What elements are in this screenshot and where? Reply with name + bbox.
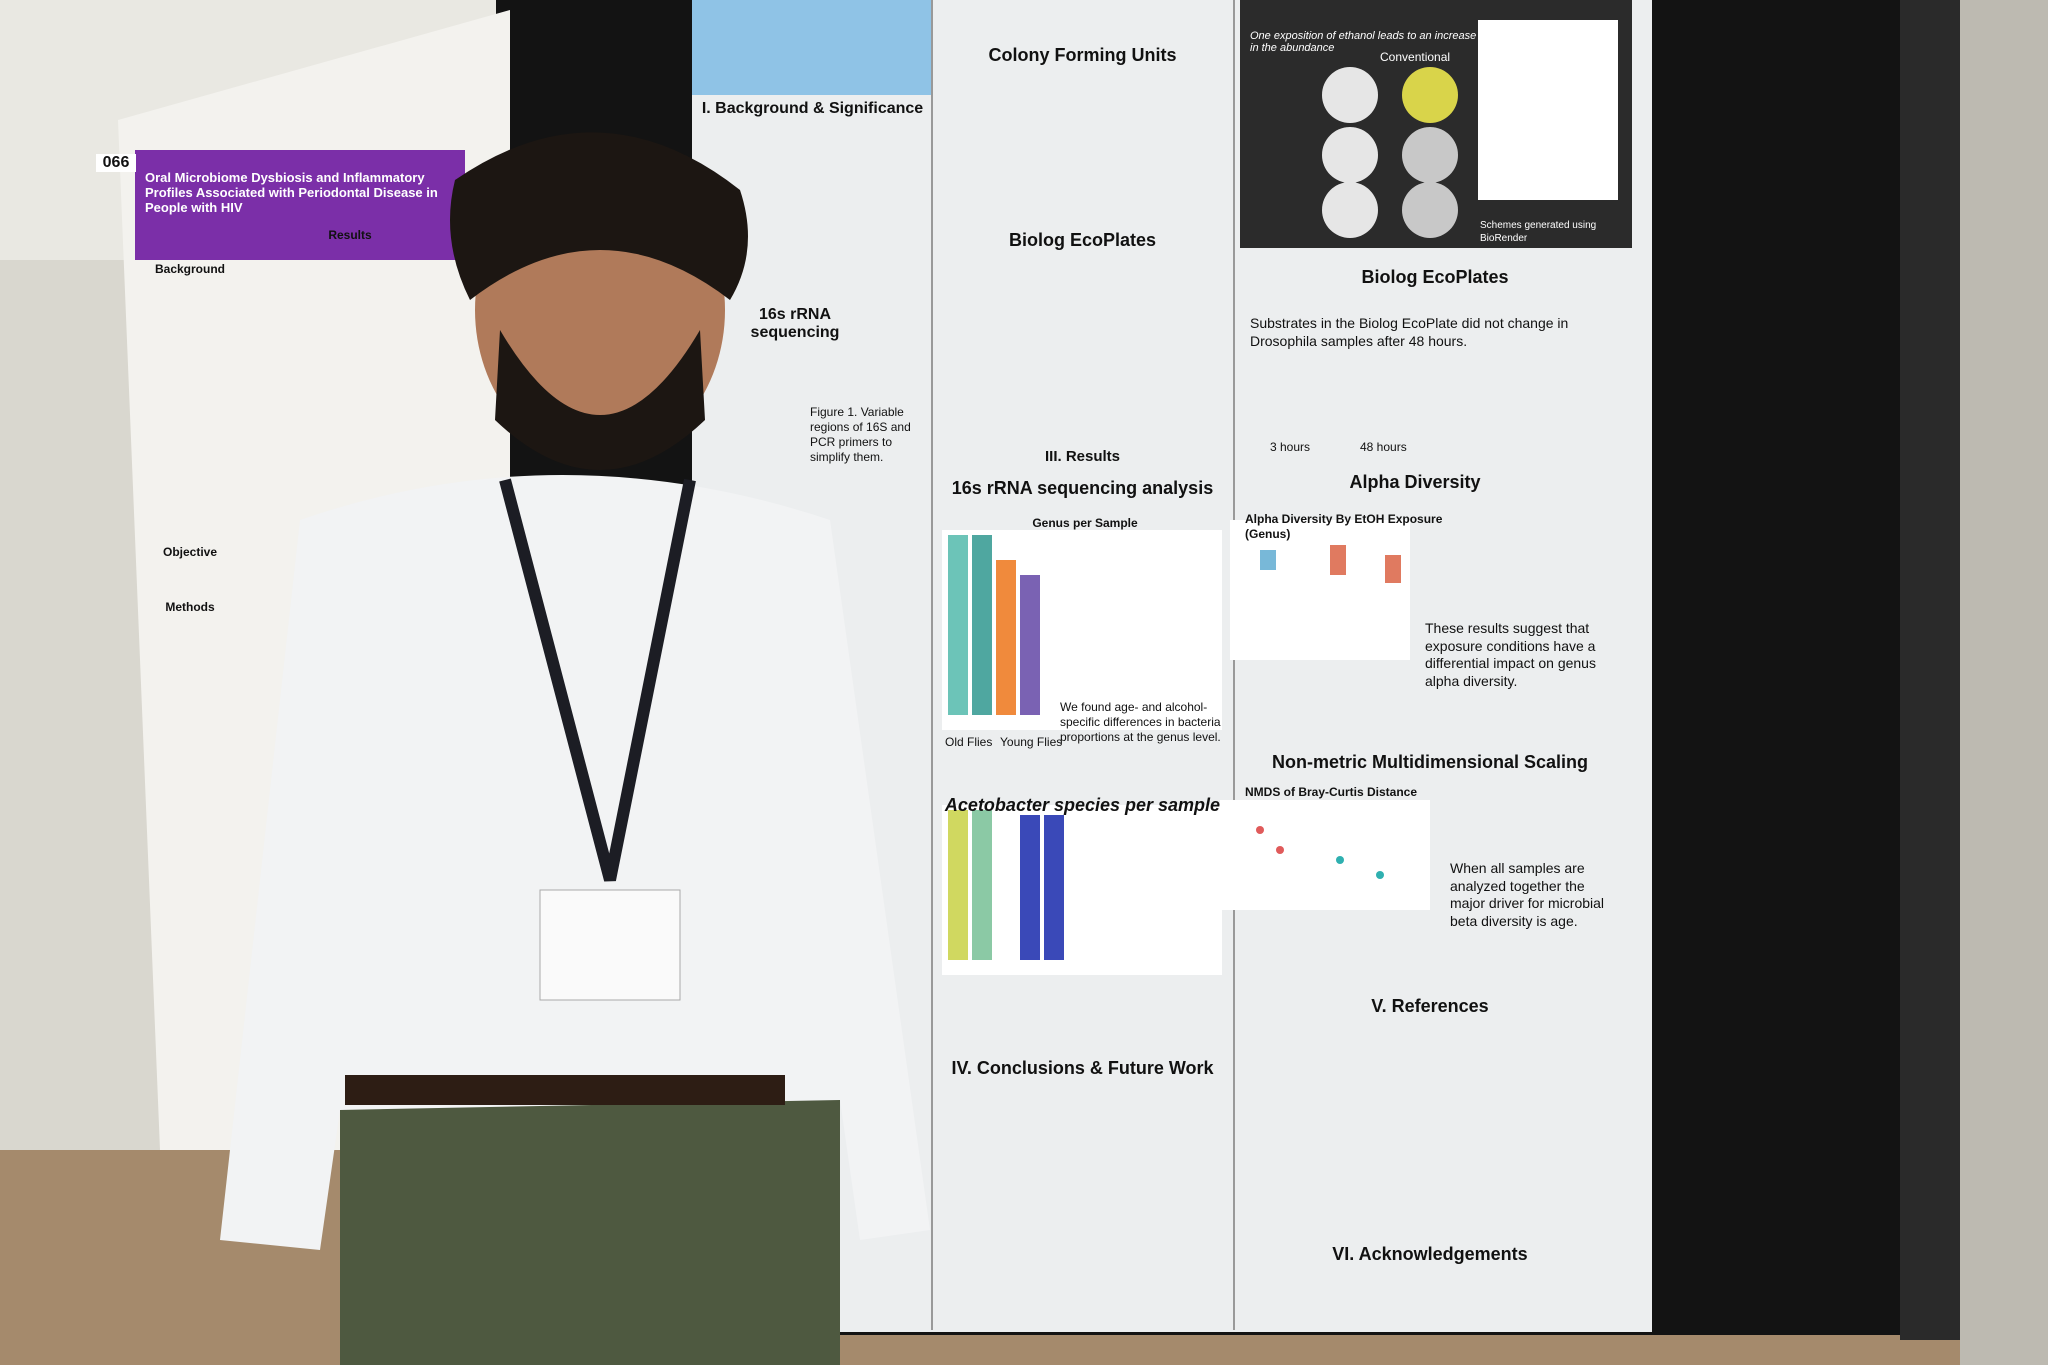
caption: Schemes generated using BioRender (1480, 220, 1597, 244)
section-header: Non-metric Multidimensional Scaling (1271, 752, 1589, 772)
bullet: When all samples are analyzed together t… (1450, 860, 1605, 929)
section-header: VI. Acknowledgements (1332, 1244, 1528, 1264)
section-header: Colony Forming Units (988, 45, 1177, 65)
poster-number: 066 (96, 154, 136, 172)
section-header: Biolog EcoPlates (1008, 230, 1157, 250)
left-section: Methods (165, 600, 215, 614)
label: 48 hours (1360, 440, 1407, 454)
plot-title: Genus per Sample (1032, 516, 1138, 530)
bullet: We found age- and alcohol-specific diffe… (1060, 700, 1221, 744)
plot-title: NMDS of Bray-Curtis Distance (1245, 785, 1418, 799)
section-header: 16s rRNA sequencing analysis (951, 478, 1214, 498)
left-section: Background (154, 262, 225, 276)
left-section: Objective (162, 545, 218, 559)
left-poster-title: Oral Microbiome Dysbiosis and Inflammato… (145, 170, 438, 215)
section-header: Acetobacter species per sample (944, 795, 1221, 815)
left-section: Results (328, 228, 372, 242)
plot-title: Alpha Diversity By EtOH Exposure (Genus) (1245, 512, 1443, 541)
axis-label: Old Flies (945, 735, 993, 749)
bullet: Substrates in the Biolog EcoPlate did no… (1250, 315, 1569, 349)
section-header: Alpha Diversity (1349, 472, 1481, 492)
section-header: III. Results (1044, 448, 1121, 465)
axis-label: Young Flies (1000, 735, 1063, 749)
panel-headline: One exposition of ethanol leads to an in… (1250, 30, 1477, 54)
section-header: Biolog EcoPlates (1361, 267, 1509, 287)
person (220, 132, 930, 1365)
label: Conventional (1380, 50, 1451, 64)
section-header: I. Background & Significance (701, 100, 924, 117)
section-header: IV. Conclusions & Future Work (951, 1058, 1214, 1078)
section-header: V. References (1371, 996, 1489, 1016)
figure-caption: Figure 1. Variable regions of 16S and PC… (810, 405, 911, 464)
section-header: 16s rRNA sequencing (750, 306, 840, 341)
bullet: These results suggest that exposure cond… (1425, 620, 1596, 689)
label: 3 hours (1270, 440, 1311, 454)
